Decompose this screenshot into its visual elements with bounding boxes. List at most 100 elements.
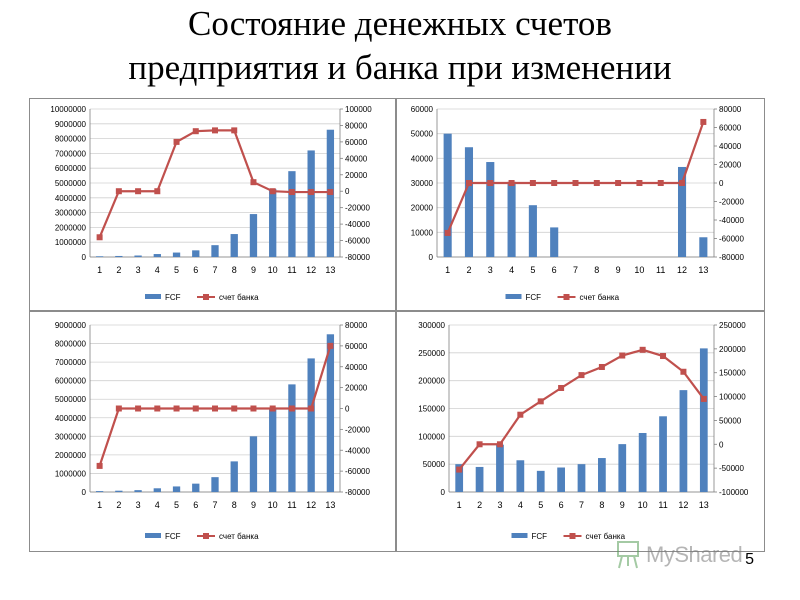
fcf-bar (577, 464, 586, 492)
x-tick-label: 3 (488, 265, 493, 275)
fcf-bar (269, 188, 277, 257)
fcf-bar (326, 334, 335, 492)
x-tick-label: 2 (116, 265, 121, 275)
fcf-bar (211, 245, 219, 257)
bank-account-point (173, 405, 180, 412)
x-tick-label: 13 (325, 265, 335, 275)
y-right-tick-label: 250000 (719, 321, 746, 330)
y-left-tick-label: 6000000 (55, 377, 87, 386)
bank-account-point (308, 405, 315, 412)
y-right-tick-label: -100000 (719, 488, 749, 497)
bank-account-point (619, 352, 626, 359)
bank-account-point (327, 189, 334, 196)
legend-fcf-swatch (145, 294, 161, 299)
y-right-tick-label: 80000 (345, 321, 368, 330)
x-tick-label: 11 (287, 265, 296, 275)
bank-account-point (487, 180, 494, 186)
bank-account-point (250, 179, 257, 186)
fcf-bar (598, 458, 606, 492)
bank-account-point (679, 180, 686, 186)
x-tick-label: 1 (445, 265, 450, 275)
x-tick-label: 10 (268, 500, 278, 510)
bank-account-point (212, 127, 218, 134)
bank-account-point (231, 127, 238, 134)
bank-account-point (572, 180, 579, 186)
bank-account-point (269, 188, 276, 195)
x-tick-label: 6 (552, 265, 557, 275)
x-tick-label: 3 (136, 500, 141, 510)
bank-account-point (250, 405, 257, 412)
y-right-tick-label: -60000 (719, 235, 744, 244)
y-left-tick-label: 4000000 (55, 414, 87, 423)
bank-account-point (578, 372, 585, 379)
x-tick-label: 2 (477, 500, 482, 510)
y-right-tick-label: -40000 (345, 446, 370, 455)
presentation-board-icon (617, 541, 639, 569)
x-tick-label: 5 (174, 500, 179, 510)
y-right-tick-label: -20000 (345, 425, 370, 434)
watermark-text: MyShared (646, 542, 743, 567)
bank-account-point (496, 441, 503, 448)
fcf-bar (249, 436, 258, 492)
bank-account-point (593, 180, 600, 186)
bank-account-line (458, 348, 705, 471)
chart-panel-top-right: 0 10000 20000 30000 40000 50000 60000 -80000 -60… (396, 98, 765, 311)
y-right-tick-label: 60000 (719, 124, 742, 133)
bank-account-point (115, 188, 122, 195)
y-left-tick-label: 9000000 (55, 321, 87, 330)
x-tick-label: 4 (155, 265, 160, 275)
bank-account-point (529, 180, 536, 186)
y-right-tick-label: -60000 (345, 237, 370, 246)
y-left-tick-label: 6000000 (55, 164, 87, 173)
y-right-tick-label: -40000 (719, 216, 744, 225)
x-tick-label: 10 (268, 265, 278, 275)
x-tick-label: 3 (497, 500, 502, 510)
fcf-bar (699, 348, 708, 492)
y-left-tick-label: 40000 (411, 154, 434, 163)
legend-bank-marker (203, 533, 209, 539)
y-left-tick-label: 50000 (423, 460, 446, 469)
y-right-tick-label: 100000 (345, 105, 372, 114)
y-left-tick-label: 8000000 (55, 340, 87, 349)
y-left-tick-label: 5000000 (55, 395, 87, 404)
fcf-bar (307, 358, 315, 492)
bank-account-point (115, 405, 122, 412)
bank-account-point (476, 441, 483, 448)
fcf-bar (230, 461, 238, 492)
x-tick-label: 1 (97, 500, 102, 510)
fcf-bar (192, 250, 200, 257)
bank-account-point (96, 234, 103, 241)
x-tick-label: 5 (530, 265, 535, 275)
x-tick-label: 2 (116, 500, 121, 510)
fcf-bar (249, 214, 258, 257)
watermark: MyShared (612, 538, 762, 574)
x-tick-label: 6 (193, 265, 198, 275)
x-tick-label: 13 (699, 500, 709, 510)
y-left-tick-label: 30000 (411, 179, 434, 188)
x-tick-label: 7 (579, 500, 584, 510)
y-left-tick-label: 5000000 (55, 179, 87, 188)
fcf-bar (134, 255, 142, 257)
bank-account-point (639, 346, 646, 353)
fcf-bar (172, 486, 181, 492)
chart-panel-top-left: 0 1000000 2000000 3000000 4000000 5000000 6000… (29, 98, 396, 311)
x-tick-label: 12 (677, 265, 687, 275)
fcf-bar (288, 171, 296, 257)
legend-fcf-swatch (511, 533, 528, 538)
y-right-tick-label: 200000 (719, 345, 746, 354)
bank-account-point (269, 405, 276, 412)
y-right-tick-label: 20000 (719, 161, 742, 170)
chart-0: 0100000020000003000000400000050000006000… (50, 105, 372, 302)
legend-fcf-swatch (145, 533, 161, 538)
legend-fcf-label: FCF (165, 293, 181, 302)
fcf-bar (95, 256, 104, 257)
y-left-tick-label: 60000 (411, 105, 434, 114)
x-tick-label: 1 (457, 500, 462, 510)
y-left-tick-label: 2000000 (55, 223, 87, 232)
y-right-tick-label: -40000 (345, 220, 370, 229)
x-tick-label: 10 (634, 265, 644, 275)
x-tick-label: 12 (306, 500, 316, 510)
bank-account-point (135, 405, 142, 412)
chart-2: 0 1000000 2000000 3000000 4000000 5000000 6000… (55, 321, 371, 541)
y-right-tick-label: 100000 (719, 393, 746, 402)
